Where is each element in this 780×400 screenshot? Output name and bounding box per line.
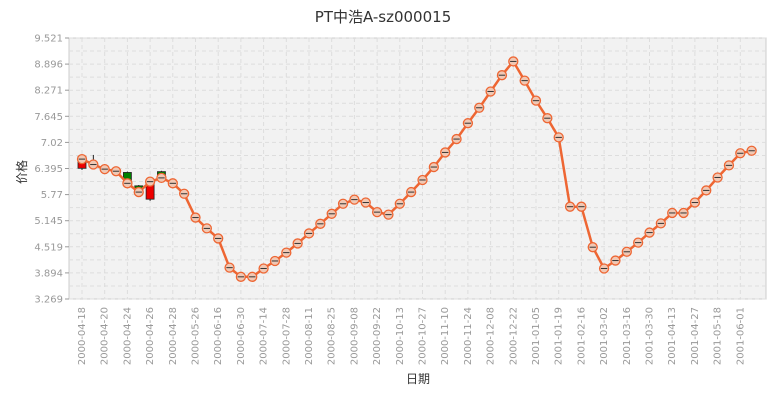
x-tick-label: 2001-03-16 bbox=[622, 307, 633, 365]
x-tick-label: 2001-01-19 bbox=[554, 307, 565, 365]
x-tick-label: 2000-07-14 bbox=[259, 307, 270, 365]
plot-background bbox=[68, 37, 767, 300]
x-tick-label: 2001-03-30 bbox=[645, 307, 656, 365]
x-tick-label: 2000-07-28 bbox=[281, 307, 292, 365]
y-tick-label: 8.271 bbox=[34, 86, 63, 97]
y-tick-label: 5.145 bbox=[34, 216, 63, 227]
x-tick-label: 2000-10-13 bbox=[395, 307, 406, 365]
y-axis-ticks: 9.521 8.896 8.271 7.645 7.02 6.395 5.77 5.145 4.… bbox=[34, 34, 69, 306]
x-tick-label: 2001-02-16 bbox=[576, 307, 587, 365]
x-axis-label: 日期 bbox=[406, 372, 430, 386]
x-tick-label: 2001-03-02 bbox=[599, 307, 610, 365]
x-tick-label: 2000-05-26 bbox=[191, 307, 202, 365]
x-tick-label: 2000-08-25 bbox=[327, 307, 338, 365]
x-tick-label: 2000-04-18 bbox=[77, 307, 88, 365]
x-tick-label: 2000-09-08 bbox=[349, 307, 360, 365]
x-tick-label: 2000-08-11 bbox=[304, 307, 315, 365]
x-tick-label: 2000-06-30 bbox=[236, 307, 247, 365]
x-tick-label: 2000-12-08 bbox=[486, 307, 497, 365]
y-tick-label: 6.395 bbox=[34, 164, 63, 175]
x-tick-label: 2000-09-22 bbox=[372, 307, 383, 365]
x-tick-label: 2001-04-13 bbox=[667, 307, 678, 365]
x-tick-label: 2000-11-10 bbox=[440, 307, 451, 365]
x-tick-label: 2000-04-20 bbox=[100, 307, 111, 365]
x-tick-label: 2000-04-24 bbox=[122, 307, 133, 365]
x-tick-label: 2000-10-27 bbox=[418, 307, 429, 365]
y-tick-label: 8.896 bbox=[34, 60, 63, 71]
x-tick-label: 2000-06-16 bbox=[213, 307, 224, 365]
x-tick-label: 2000-11-24 bbox=[463, 307, 474, 365]
y-tick-label: 3.269 bbox=[34, 295, 63, 306]
y-axis-label: 价格 bbox=[14, 160, 29, 184]
y-tick-label: 7.02 bbox=[41, 138, 63, 149]
price-markers bbox=[76, 56, 757, 282]
x-tick-label: 2000-04-26 bbox=[145, 307, 156, 365]
x-tick-label: 2001-01-05 bbox=[531, 307, 542, 365]
x-axis-ticks: 2000-04-18 2000-04-20 2000-04-24 2000-04-26… bbox=[77, 307, 746, 365]
chart-title: PT中浩A-sz000015 bbox=[315, 8, 452, 26]
x-tick-label: 2001-06-01 bbox=[735, 307, 746, 365]
x-tick-label: 2001-04-27 bbox=[690, 307, 701, 365]
y-tick-label: 4.519 bbox=[34, 242, 63, 253]
y-tick-label: 7.645 bbox=[34, 112, 63, 123]
x-tick-label: 2000-12-22 bbox=[508, 307, 519, 365]
x-tick-label: 2001-05-18 bbox=[713, 307, 724, 365]
y-tick-label: 9.521 bbox=[34, 34, 63, 45]
y-tick-label: 3.894 bbox=[34, 268, 63, 279]
y-tick-label: 5.77 bbox=[41, 190, 63, 201]
x-tick-label: 2000-04-28 bbox=[168, 307, 179, 365]
plot-area bbox=[68, 37, 767, 300]
